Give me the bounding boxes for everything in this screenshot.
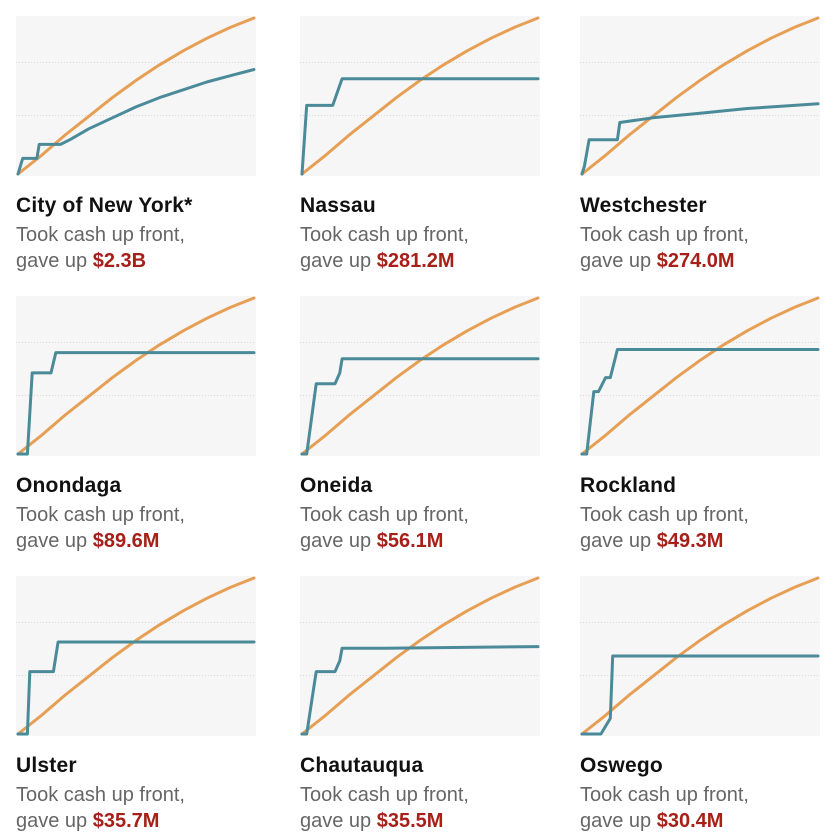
caption-line-1: Took cash up front, bbox=[300, 504, 469, 526]
teal-series-line bbox=[300, 77, 540, 176]
orange-series-line bbox=[580, 16, 820, 176]
county-name: Oneida bbox=[300, 474, 373, 497]
plot-background bbox=[16, 296, 256, 456]
caption-line-2: gave up $2.3B bbox=[16, 250, 146, 273]
panel: City of New York* Took cash up front, ga… bbox=[16, 16, 276, 276]
chart-svg bbox=[16, 296, 256, 456]
caption-line-2: gave up $274.0M bbox=[580, 250, 735, 273]
county-name: Onondaga bbox=[16, 474, 122, 497]
amount-value: $30.4M bbox=[656, 810, 724, 832]
panel: Onondaga Took cash up front, gave up $89… bbox=[16, 296, 276, 556]
amount-value: $35.5M bbox=[376, 810, 444, 832]
teal-series-line bbox=[16, 68, 256, 176]
orange-series-line bbox=[580, 576, 820, 736]
teal-series-line bbox=[16, 640, 256, 736]
orange-series-line bbox=[16, 576, 256, 736]
plot-background bbox=[300, 576, 540, 736]
panel: Oneida Took cash up front, gave up $56.1… bbox=[300, 296, 560, 556]
amount-value: $2.3B bbox=[92, 250, 147, 272]
amount-value: $274.0M bbox=[656, 250, 735, 272]
caption-line-2: gave up $49.3M bbox=[580, 530, 723, 553]
caption-prefix: gave up bbox=[16, 810, 88, 832]
caption-line-2: gave up $30.4M bbox=[580, 810, 723, 833]
caption-prefix: gave up bbox=[300, 810, 372, 832]
teal-series-line bbox=[300, 357, 540, 456]
panel: Nassau Took cash up front, gave up $281.… bbox=[300, 16, 560, 276]
orange-series-line bbox=[300, 16, 540, 176]
caption-prefix: gave up bbox=[580, 530, 652, 552]
panel: Oswego Took cash up front, gave up $30.4… bbox=[580, 576, 840, 836]
amount-value: $56.1M bbox=[376, 530, 444, 552]
teal-series-line bbox=[300, 645, 540, 736]
caption-line-2: gave up $281.2M bbox=[300, 250, 455, 273]
caption-prefix: gave up bbox=[580, 810, 652, 832]
amount-value: $49.3M bbox=[656, 530, 724, 552]
plot-background bbox=[300, 296, 540, 456]
plot-background bbox=[580, 296, 820, 456]
chart-svg bbox=[580, 576, 820, 736]
county-name: Ulster bbox=[16, 754, 77, 777]
county-name: Rockland bbox=[580, 474, 677, 497]
chart-svg bbox=[580, 296, 820, 456]
chart-svg bbox=[300, 16, 540, 176]
caption-line-1: Took cash up front, bbox=[580, 784, 749, 806]
caption-prefix: gave up bbox=[300, 250, 372, 272]
county-name: Oswego bbox=[580, 754, 663, 777]
caption-prefix: gave up bbox=[16, 250, 88, 272]
teal-series-line bbox=[16, 351, 256, 456]
caption-line-1: Took cash up front, bbox=[16, 504, 185, 526]
caption-line-1: Took cash up front, bbox=[16, 784, 185, 806]
chart-svg bbox=[300, 296, 540, 456]
orange-series-line bbox=[300, 576, 540, 736]
orange-series-line bbox=[16, 296, 256, 456]
orange-series-line bbox=[580, 296, 820, 456]
caption-prefix: gave up bbox=[580, 250, 652, 272]
caption-line-1: Took cash up front, bbox=[16, 224, 185, 246]
caption-line-2: gave up $56.1M bbox=[300, 530, 443, 553]
county-name: City of New York* bbox=[16, 194, 193, 217]
chart-svg bbox=[580, 16, 820, 176]
panel: Chautauqua Took cash up front, gave up $… bbox=[300, 576, 560, 836]
teal-series-line bbox=[580, 102, 820, 176]
plot-background bbox=[580, 16, 820, 176]
plot-background bbox=[16, 16, 256, 176]
amount-value: $281.2M bbox=[376, 250, 455, 272]
caption-line-2: gave up $35.7M bbox=[16, 810, 159, 833]
orange-series-line bbox=[300, 296, 540, 456]
county-name: Westchester bbox=[580, 194, 707, 217]
caption-line-2: gave up $89.6M bbox=[16, 530, 159, 553]
caption-line-1: Took cash up front, bbox=[300, 224, 469, 246]
teal-series-line bbox=[580, 654, 820, 736]
caption-line-2: gave up $35.5M bbox=[300, 810, 443, 833]
orange-series-line bbox=[16, 16, 256, 176]
county-name: Chautauqua bbox=[300, 754, 424, 777]
panel: Westchester Took cash up front, gave up … bbox=[580, 16, 840, 276]
plot-background bbox=[300, 16, 540, 176]
caption-line-1: Took cash up front, bbox=[580, 504, 749, 526]
county-name: Nassau bbox=[300, 194, 376, 217]
caption-line-1: Took cash up front, bbox=[300, 784, 469, 806]
caption-prefix: gave up bbox=[300, 530, 372, 552]
amount-value: $35.7M bbox=[92, 810, 160, 832]
chart-svg bbox=[300, 576, 540, 736]
caption-line-1: Took cash up front, bbox=[580, 224, 749, 246]
panel: Rockland Took cash up front, gave up $49… bbox=[580, 296, 840, 556]
teal-series-line bbox=[580, 348, 820, 456]
chart-svg bbox=[16, 576, 256, 736]
chart-svg bbox=[16, 16, 256, 176]
amount-value: $89.6M bbox=[92, 530, 160, 552]
panel: Ulster Took cash up front, gave up $35.7… bbox=[16, 576, 276, 836]
plot-background bbox=[16, 576, 256, 736]
caption-prefix: gave up bbox=[16, 530, 88, 552]
